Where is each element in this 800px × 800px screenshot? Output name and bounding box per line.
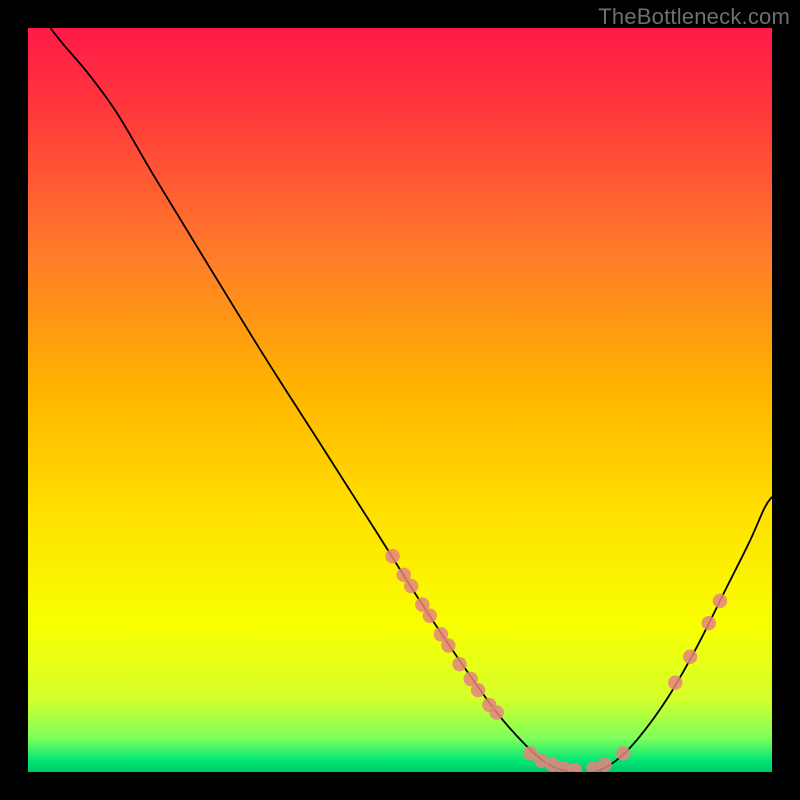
data-point-marker bbox=[490, 705, 504, 719]
data-point-marker bbox=[713, 594, 727, 608]
marker-group bbox=[385, 549, 727, 772]
data-point-marker bbox=[441, 638, 455, 652]
data-point-marker bbox=[452, 657, 466, 671]
data-point-marker bbox=[471, 683, 485, 697]
data-point-marker bbox=[702, 616, 716, 630]
data-point-marker bbox=[385, 549, 399, 563]
chart-overlay bbox=[28, 28, 772, 772]
bottleneck-curve bbox=[50, 28, 772, 772]
data-point-marker bbox=[616, 746, 630, 760]
data-point-marker bbox=[683, 649, 697, 663]
data-point-marker bbox=[423, 609, 437, 623]
data-point-marker bbox=[668, 676, 682, 690]
data-point-marker bbox=[568, 763, 582, 772]
data-point-marker bbox=[404, 579, 418, 593]
chart-plot-area bbox=[28, 28, 772, 772]
data-point-marker bbox=[597, 757, 611, 771]
watermark-text: TheBottleneck.com bbox=[598, 4, 790, 30]
